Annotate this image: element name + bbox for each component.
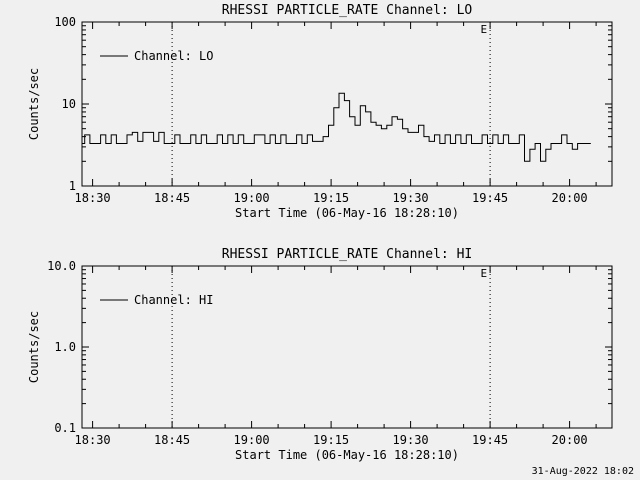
x-tick-label: 19:45 xyxy=(472,191,508,205)
x-tick-label: 19:30 xyxy=(393,191,429,205)
y-tick-label: 10 xyxy=(62,97,76,111)
event-marker-label: E xyxy=(480,267,487,280)
x-tick-label: 19:30 xyxy=(393,433,429,447)
x-tick-label: 18:30 xyxy=(75,433,111,447)
y-axis-label: Counts/sec xyxy=(27,311,41,383)
x-tick-label: 20:00 xyxy=(552,191,588,205)
legend-label: Channel: LO xyxy=(134,49,213,63)
particle-rate-hi-chart: RHESSI PARTICLE_RATE Channel: HI 18:30 18:… xyxy=(27,247,613,462)
legend-label: Channel: HI xyxy=(134,293,213,307)
x-tick-label: 19:00 xyxy=(234,433,270,447)
x-tick-label: 18:30 xyxy=(75,191,111,205)
y-tick-label: 0.1 xyxy=(54,421,76,435)
creation-timestamp: 31-Aug-2022 18:02 xyxy=(531,466,634,477)
x-tick-label: 19:45 xyxy=(472,433,508,447)
x-tick-label: 19:00 xyxy=(234,191,270,205)
x-tick-label: 19:15 xyxy=(313,433,349,447)
series-line xyxy=(82,92,591,162)
y-tick-label: 1.0 xyxy=(54,340,76,354)
particle-rate-lo-chart: RHESSI PARTICLE_RATE Channel: LO 18:30 18:… xyxy=(27,3,613,220)
x-tick-label: 18:45 xyxy=(154,433,190,447)
plot-box xyxy=(81,21,613,187)
y-tick-label: 100 xyxy=(54,15,76,29)
y-tick-label: 1 xyxy=(69,179,76,193)
chart-title: RHESSI PARTICLE_RATE Channel: LO xyxy=(222,3,473,18)
x-tick-label: 19:15 xyxy=(313,191,349,205)
event-marker-label: E xyxy=(480,23,487,36)
x-tick-label: 18:45 xyxy=(154,191,190,205)
chart-title: RHESSI PARTICLE_RATE Channel: HI xyxy=(222,247,472,262)
plot-box xyxy=(81,265,613,429)
x-axis-label: Start Time (06-May-16 18:28:10) xyxy=(235,448,459,462)
x-tick-label: 20:00 xyxy=(552,433,588,447)
y-tick-label: 10.0 xyxy=(47,259,76,273)
y-axis-label: Counts/sec xyxy=(27,68,41,140)
x-axis-label: Start Time (06-May-16 18:28:10) xyxy=(235,206,459,220)
